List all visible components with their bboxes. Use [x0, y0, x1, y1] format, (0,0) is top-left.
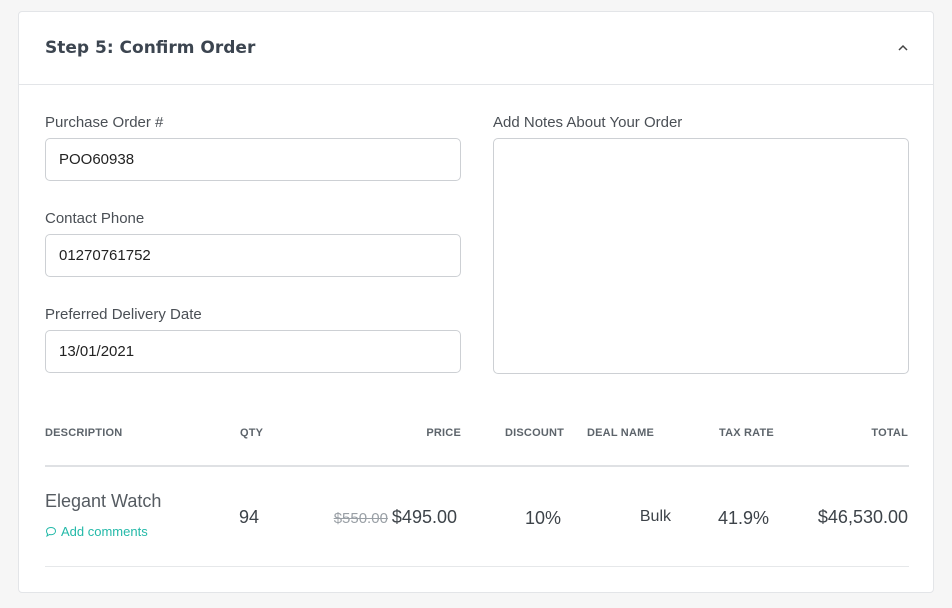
table-row-divider — [45, 566, 909, 567]
add-comments-label: Add comments — [61, 524, 148, 539]
column-header-discount: DISCOUNT — [505, 427, 565, 439]
column-header-price: PRICE — [426, 427, 461, 439]
deal-name-cell: Bulk — [639, 508, 671, 525]
card-header[interactable]: Step 5: Confirm Order — [19, 12, 933, 85]
confirm-order-card: Step 5: Confirm Order Purchase Order # P… — [18, 11, 934, 593]
product-name: Elegant Watch — [45, 491, 162, 511]
add-comments-link[interactable]: Add comments — [45, 524, 148, 539]
column-header-qty: QTY — [240, 427, 264, 439]
column-header-total: TOTAL — [871, 427, 908, 439]
contact-phone-label: Contact Phone — [45, 210, 145, 227]
discounted-price: $495.00 — [391, 507, 457, 527]
page-title: Step 5: Confirm Order — [45, 38, 256, 58]
delivery-date-label: Preferred Delivery Date — [45, 306, 202, 323]
comment-icon — [45, 526, 57, 537]
contact-phone-input[interactable]: 01270761752 — [45, 234, 461, 277]
column-header-deal-name: DEAL NAME — [587, 427, 654, 439]
notes-label: Add Notes About Your Order — [493, 114, 683, 131]
table-header-divider — [45, 465, 909, 467]
notes-textarea[interactable] — [493, 138, 909, 374]
chevron-up-icon[interactable] — [897, 42, 909, 54]
purchase-order-label: Purchase Order # — [45, 114, 164, 131]
tax-rate-cell: 41.9% — [718, 508, 770, 528]
total-cell: $46,530.00 — [817, 507, 908, 527]
qty-cell: 94 — [239, 507, 260, 527]
discount-cell: 10% — [525, 508, 562, 528]
delivery-date-input[interactable]: 13/01/2021 — [45, 330, 461, 373]
price-cell: $550.00 $495.00 — [334, 507, 457, 528]
purchase-order-input[interactable]: POO60938 — [45, 138, 461, 181]
original-price: $550.00 — [333, 510, 388, 527]
column-header-tax-rate: TAX RATE — [719, 427, 774, 439]
column-header-description: DESCRIPTION — [45, 427, 123, 439]
